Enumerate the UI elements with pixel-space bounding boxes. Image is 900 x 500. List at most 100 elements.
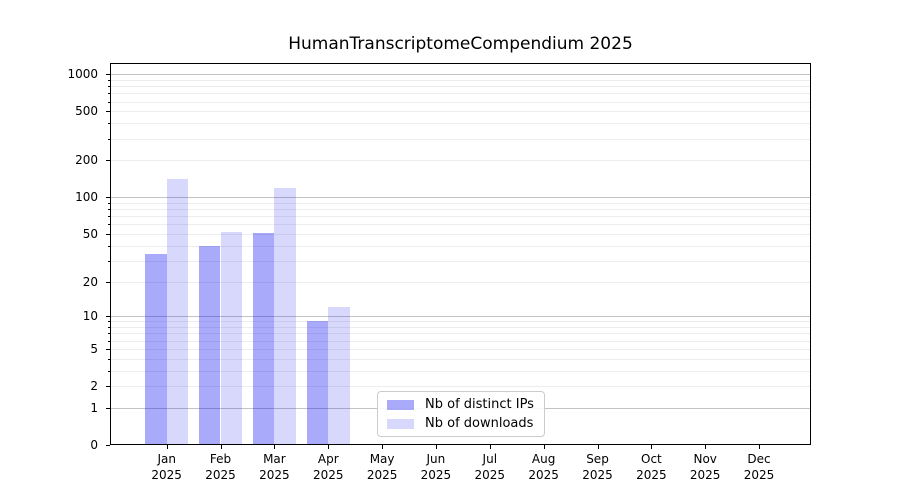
minor-gridline — [111, 358, 810, 360]
y-minor-tick — [107, 216, 110, 218]
y-tick-label: 500 — [75, 104, 98, 119]
y-minor-tick — [107, 370, 110, 372]
y-minor-tick — [107, 348, 110, 350]
x-tick-label-sep: Sep 2025 — [582, 452, 613, 482]
y-minor-tick — [107, 138, 110, 140]
x-tick — [597, 445, 599, 449]
minor-gridline — [111, 202, 810, 204]
bar-apr-distinct-ips — [306, 321, 329, 444]
x-tick-label-jul: Jul 2025 — [474, 452, 506, 482]
y-tick-label: 20 — [82, 274, 98, 289]
minor-gridline — [111, 93, 810, 95]
x-tick-label-mar: Mar 2025 — [259, 452, 290, 482]
x-tick-label-jun: Jun 2025 — [420, 452, 452, 482]
y-minor-tick — [107, 101, 110, 103]
bar-feb-downloads — [220, 231, 243, 444]
y-minor-tick — [107, 327, 110, 328]
legend-label-distinct-ips: Nb of distinct IPs — [425, 397, 534, 412]
y-minor-tick — [107, 93, 110, 95]
y-tick-label: 10 — [82, 309, 98, 324]
legend-item-distinct-ips: Nb of distinct IPs — [387, 397, 544, 412]
x-tick-label-apr: Apr 2025 — [313, 452, 344, 482]
x-tick — [274, 445, 276, 449]
x-tick-label-nov: Nov 2025 — [689, 452, 721, 482]
minor-gridline — [111, 260, 810, 262]
x-tick-label-dec: Dec 2025 — [743, 452, 775, 482]
major-gridline — [111, 197, 810, 199]
minor-gridline — [111, 340, 810, 342]
minor-gridline — [111, 281, 810, 283]
y-minor-tick — [107, 224, 110, 226]
minor-gridline — [111, 333, 810, 335]
minor-gridline — [111, 111, 810, 113]
minor-gridline — [111, 86, 810, 88]
minor-gridline — [111, 160, 810, 162]
minor-gridline — [111, 79, 810, 81]
minor-gridline — [111, 101, 810, 103]
minor-gridline — [111, 327, 810, 328]
legend-item-downloads: Nb of downloads — [387, 416, 544, 431]
y-minor-tick — [107, 386, 110, 387]
y-minor-tick — [107, 233, 110, 235]
bar-feb-distinct-ips — [198, 245, 221, 444]
y-minor-tick — [107, 340, 110, 342]
y-tick-label: 50 — [82, 226, 98, 241]
minor-gridline — [111, 209, 810, 211]
y-minor-tick — [107, 111, 110, 113]
minor-gridline — [111, 321, 810, 323]
minor-gridline — [111, 224, 810, 226]
y-tick — [106, 197, 110, 199]
y-tick-label: 0 — [90, 438, 98, 452]
chart-title: HumanTranscriptomeCompendium 2025 — [288, 34, 633, 54]
minor-gridline — [111, 233, 810, 235]
y-minor-tick — [107, 79, 110, 81]
bar-jan-downloads — [166, 179, 189, 444]
y-tick-label: 2 — [90, 379, 98, 393]
minor-gridline — [111, 348, 810, 350]
x-tick — [705, 445, 707, 449]
y-tick-label: 1 — [90, 400, 98, 415]
y-minor-tick — [107, 123, 110, 125]
legend-label-downloads: Nb of downloads — [425, 416, 534, 431]
minor-gridline — [111, 245, 810, 247]
minor-gridline — [111, 123, 810, 125]
minor-gridline — [111, 386, 810, 387]
y-tick — [106, 316, 110, 318]
y-minor-tick — [107, 160, 110, 162]
x-tick-label-feb: Feb 2025 — [205, 452, 236, 482]
y-tick-label: 1000 — [67, 67, 98, 82]
y-minor-tick — [107, 321, 110, 323]
bar-apr-downloads — [328, 307, 350, 444]
y-tick — [106, 407, 110, 409]
legend-swatch-distinct-ips — [387, 399, 414, 410]
y-tick — [106, 445, 110, 446]
legend-swatch-downloads — [387, 418, 414, 429]
y-tick — [106, 74, 110, 76]
legend: Nb of distinct IPs Nb of downloads — [377, 391, 545, 437]
x-tick-label-oct: Oct 2025 — [636, 452, 667, 482]
y-minor-tick — [107, 358, 110, 360]
x-tick — [489, 445, 491, 449]
x-tick — [382, 445, 384, 449]
major-gridline — [111, 316, 810, 318]
y-tick-label: 100 — [75, 190, 98, 205]
x-tick — [220, 445, 222, 449]
x-tick — [759, 445, 760, 449]
y-tick-label: 200 — [75, 153, 98, 168]
y-minor-tick — [107, 281, 110, 283]
x-tick — [328, 445, 330, 449]
minor-gridline — [111, 216, 810, 218]
y-minor-tick — [107, 333, 110, 335]
x-tick-label-aug: Aug 2025 — [528, 452, 559, 482]
y-minor-tick — [107, 209, 110, 211]
x-tick — [166, 445, 168, 449]
bar-mar-distinct-ips — [252, 232, 275, 444]
minor-gridline — [111, 138, 810, 140]
bar-jan-distinct-ips — [145, 254, 167, 444]
x-tick — [651, 445, 653, 449]
x-tick-label-jan: Jan 2025 — [151, 452, 182, 482]
y-minor-tick — [107, 245, 110, 247]
y-tick-label: 5 — [90, 341, 98, 356]
x-tick-label-may: May 2025 — [366, 452, 398, 482]
